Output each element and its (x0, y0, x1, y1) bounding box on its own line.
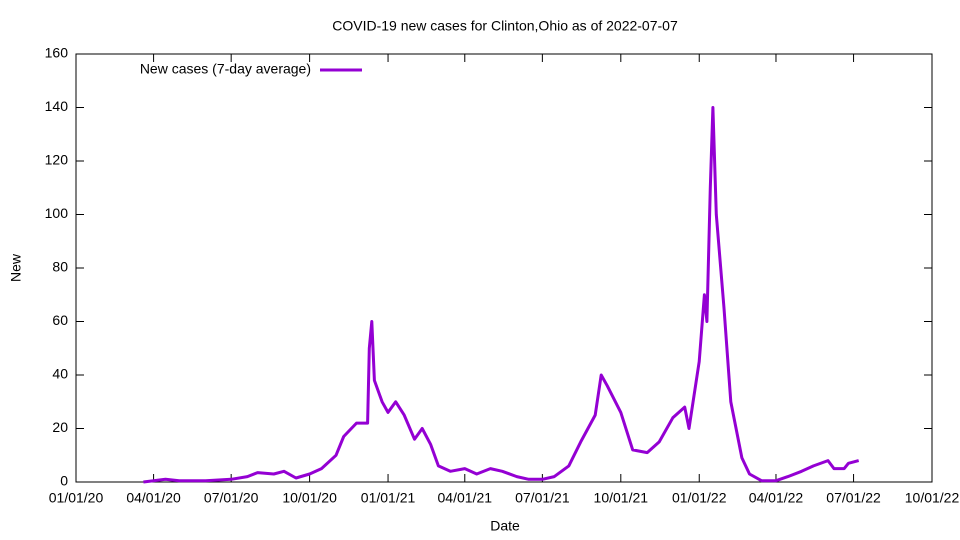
chart-title: COVID-19 new cases for Clinton,Ohio as o… (332, 18, 678, 34)
x-tick-label: 04/01/21 (438, 490, 493, 506)
y-tick-label: 80 (52, 259, 68, 275)
plot-border (75, 53, 933, 483)
y-tick-label: 160 (45, 45, 69, 61)
y-tick-label: 140 (45, 98, 69, 114)
y-tick-label: 60 (52, 312, 68, 328)
x-tick-label: 01/01/21 (361, 490, 416, 506)
x-tick-label: 07/01/22 (826, 490, 881, 506)
x-tick-label: 07/01/20 (204, 490, 259, 506)
x-tick-label: 10/01/20 (282, 490, 337, 506)
x-tick-label: 10/01/21 (594, 490, 649, 506)
data-line (143, 106, 860, 484)
x-tick-label: 01/01/20 (49, 490, 104, 506)
x-tick-label: 04/01/22 (749, 490, 804, 506)
y-tick-label: 120 (45, 152, 69, 168)
y-tick-label: 40 (52, 366, 68, 382)
y-tick-label: 100 (45, 205, 69, 221)
y-tick-label: 20 (52, 419, 68, 435)
x-tick-label: 04/01/20 (126, 490, 181, 506)
legend-label: New cases (7-day average) (140, 61, 311, 77)
x-axis-label: Date (490, 518, 520, 534)
y-axis-label: New (8, 253, 24, 282)
x-tick-label: 10/01/22 (905, 490, 960, 506)
x-tick-label: 07/01/21 (515, 490, 570, 506)
y-tick-label: 0 (60, 473, 68, 489)
x-tick-label: 01/01/22 (672, 490, 727, 506)
